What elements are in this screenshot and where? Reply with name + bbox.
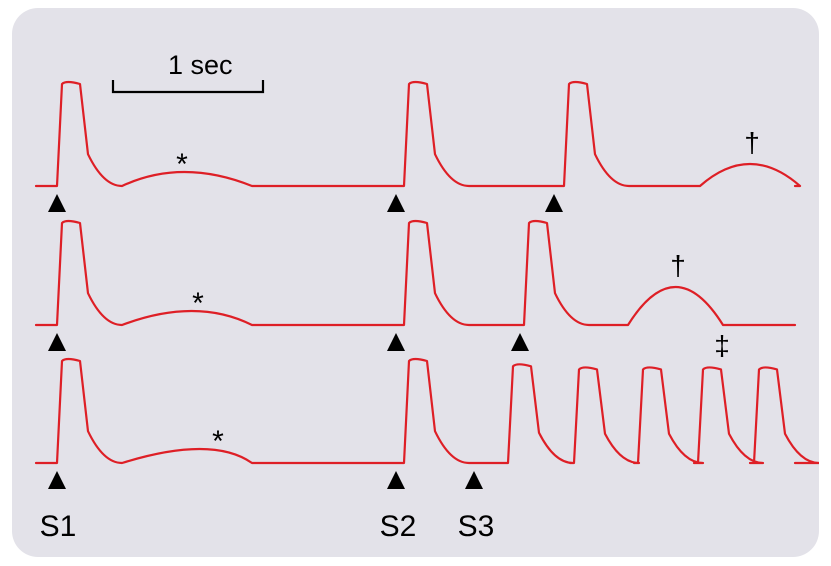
stimulus-arrow-row2-3 — [511, 333, 529, 351]
axis-label-s3: S3 — [458, 510, 495, 543]
symbol-dagger-1: † — [744, 127, 760, 158]
axis-label-s2: S2 — [380, 510, 417, 543]
symbol-double_dagger-1: ‡ — [714, 330, 730, 361]
stimulus-arrow-row1-2 — [387, 194, 405, 212]
symbol-asterisk-3: * — [212, 425, 224, 458]
trace-row-1 — [36, 82, 800, 186]
symbol-dagger-2: † — [670, 250, 686, 281]
stimulus-arrow-row3-2 — [387, 471, 405, 489]
stimulus-arrow-row3-3 — [465, 471, 483, 489]
stimulus-arrow-row1-3 — [545, 194, 563, 212]
stimulus-arrow-row2-1 — [48, 333, 66, 351]
axis-label-s1: S1 — [40, 510, 77, 543]
waveform-canvas: 1 sec * * * † † ‡ S1 S2 S3 — [12, 8, 819, 557]
stimulus-arrow-row2-2 — [387, 333, 405, 351]
symbol-asterisk-2: * — [192, 287, 204, 320]
time-scale-label: 1 sec — [168, 50, 233, 80]
stimulus-arrow-row1-1 — [48, 194, 66, 212]
figure-panel: 1 sec * * * † † ‡ S1 S2 S3 — [12, 8, 819, 557]
stimulus-arrow-row3-1 — [48, 471, 66, 489]
time-scale-bar — [113, 80, 263, 92]
symbol-asterisk-1: * — [176, 148, 188, 181]
trace-row-3 — [36, 359, 819, 463]
